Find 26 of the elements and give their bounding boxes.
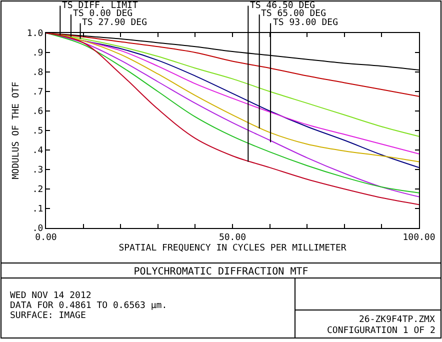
x-axis-title: SPATIAL FREQUENCY IN CYCLES PER MILLIMETER — [118, 244, 347, 254]
x-tick-label: 0.00 — [35, 232, 57, 243]
text: 26-ZK9F4TP.ZMX — [359, 315, 436, 325]
text: POLYCHROMATIC DIFFRACTION MTF — [134, 266, 308, 278]
text: SURFACE: IMAGE — [10, 311, 86, 321]
text: WED NOV 14 2012 — [10, 291, 92, 301]
y-tick-label: .6 — [32, 107, 44, 118]
annotation: TS 93.00 DEG — [273, 18, 338, 28]
text: CONFIGURATION 1 OF 2 — [327, 326, 436, 336]
y-tick-label: .4 — [32, 146, 44, 156]
y-tick-label: .5 — [32, 126, 44, 137]
annotation: TS 65.00 DEG — [261, 9, 326, 19]
y-tick-label: .8 — [32, 68, 44, 78]
annotation: TS 27.90 DEG — [82, 18, 148, 28]
x-tick-label: 50.00 — [218, 232, 246, 243]
y-tick-label: 1.0 — [26, 29, 44, 40]
y-tick-label: .2 — [32, 185, 44, 196]
y-tick-label: .7 — [32, 88, 44, 98]
y-tick-label: .1 — [32, 204, 44, 215]
annotation: TS 0.00 DEG — [73, 9, 133, 19]
y-tick-label: .3 — [32, 166, 44, 176]
x-tick-label: 100.00 — [402, 232, 436, 243]
y-tick-label: .0 — [32, 224, 44, 234]
y-tick-label: .9 — [32, 48, 44, 59]
y-axis-title: MODULUS OF THE OTF — [11, 82, 22, 180]
text: DATA FOR 0.4861 TO 0.6563 µm. — [10, 301, 168, 311]
